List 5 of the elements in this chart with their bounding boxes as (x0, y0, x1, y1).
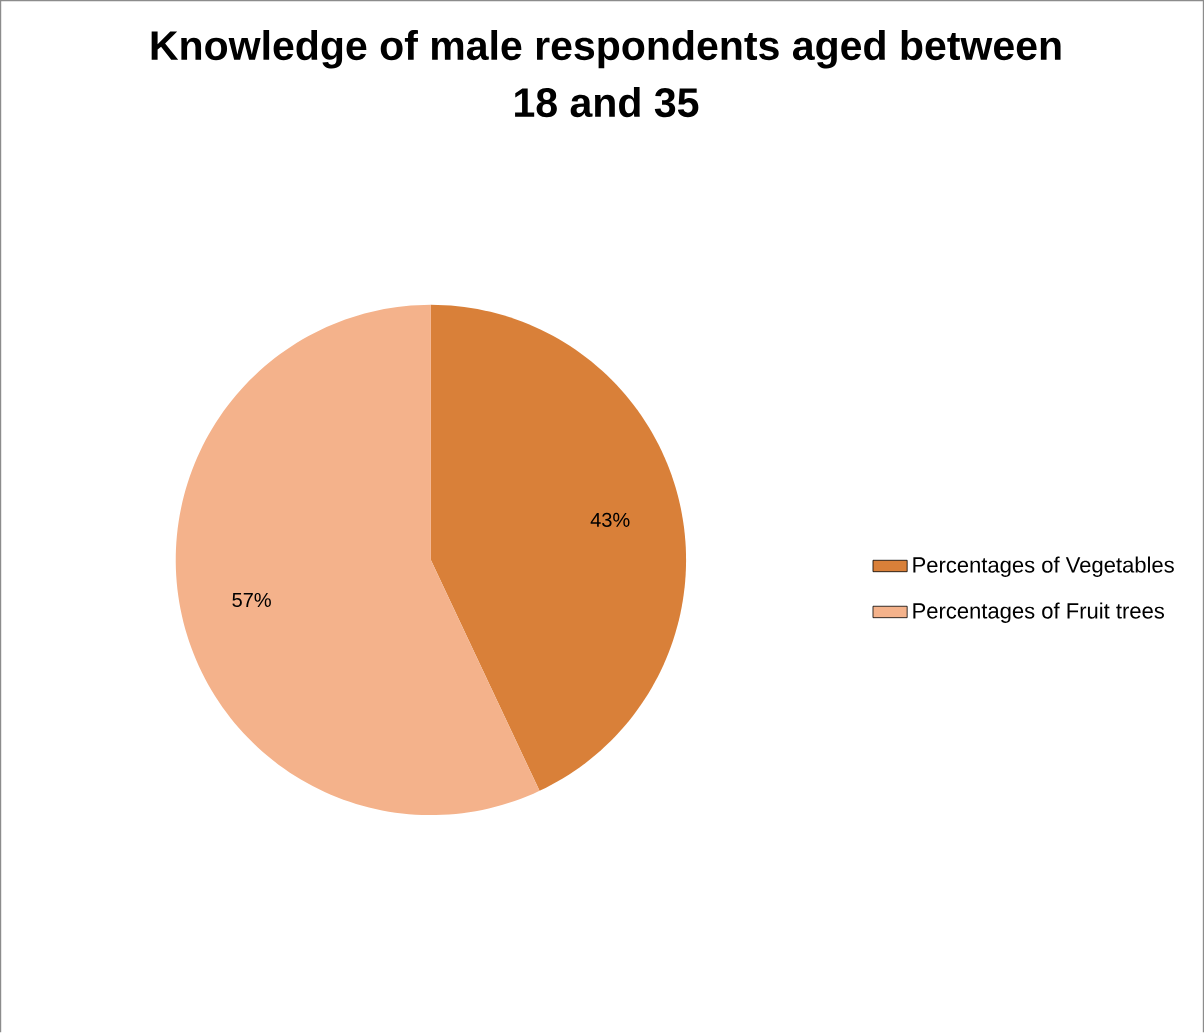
data-label: 43% (590, 512, 630, 528)
data-label: 57% (232, 593, 271, 608)
legend-label: Percentages of Vegetables (913, 556, 1174, 578)
chart-title: Knowledge of male respondents aged between 18 and 35 (151, 30, 1061, 118)
legend-label: Percentages of Fruit trees (913, 602, 1165, 624)
